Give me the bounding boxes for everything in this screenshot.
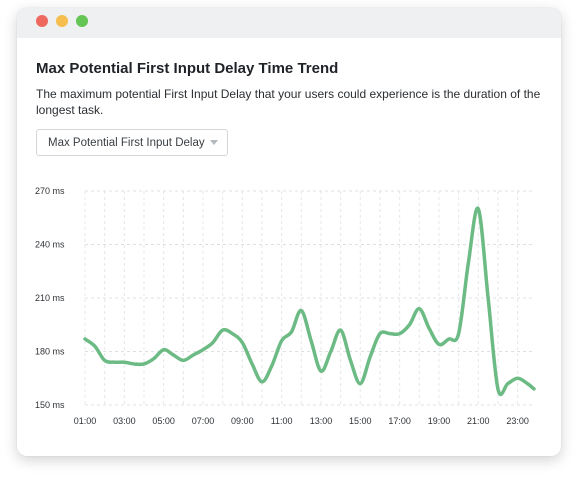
maximize-dot[interactable] xyxy=(76,15,88,27)
card-title: Max Potential First Input Delay Time Tre… xyxy=(36,60,339,77)
chevron-down-icon xyxy=(210,140,218,145)
trend-line-chart: 150 ms 180 ms 210 ms 240 ms 270 ms 01:00 03:00… xyxy=(35,186,536,426)
x-tick-label: 21:00 xyxy=(467,416,490,426)
y-tick-label: 240 ms xyxy=(35,240,65,250)
y-tick-label: 210 ms xyxy=(35,293,65,303)
x-tick-label: 17:00 xyxy=(388,416,411,426)
y-tick-label: 150 ms xyxy=(35,400,65,410)
minimize-dot[interactable] xyxy=(56,15,68,27)
x-tick-label: 07:00 xyxy=(192,416,215,426)
x-tick-label: 01:00 xyxy=(74,416,97,426)
x-tick-label: 23:00 xyxy=(506,416,529,426)
x-tick-label: 05:00 xyxy=(152,416,175,426)
x-tick-label: 13:00 xyxy=(310,416,333,426)
x-tick-label: 11:00 xyxy=(271,416,293,426)
y-tick-label: 270 ms xyxy=(35,186,65,196)
y-tick-label: 180 ms xyxy=(35,347,65,357)
metric-select[interactable]: Max Potential First Input Delay xyxy=(36,129,228,156)
x-tick-label: 03:00 xyxy=(113,416,136,426)
browser-window: Max Potential First Input Delay Time Tre… xyxy=(17,8,561,456)
card-description: The maximum potential First Input Delay … xyxy=(36,87,541,117)
x-tick-label: 15:00 xyxy=(349,416,372,426)
x-tick-label: 19:00 xyxy=(428,416,451,426)
window-titlebar xyxy=(17,8,561,38)
x-tick-label: 09:00 xyxy=(231,416,254,426)
metric-select-value: Max Potential First Input Delay xyxy=(48,137,205,149)
trend-card: Max Potential First Input Delay Time Tre… xyxy=(17,38,561,456)
close-dot[interactable] xyxy=(36,15,48,27)
series-line xyxy=(83,206,536,397)
